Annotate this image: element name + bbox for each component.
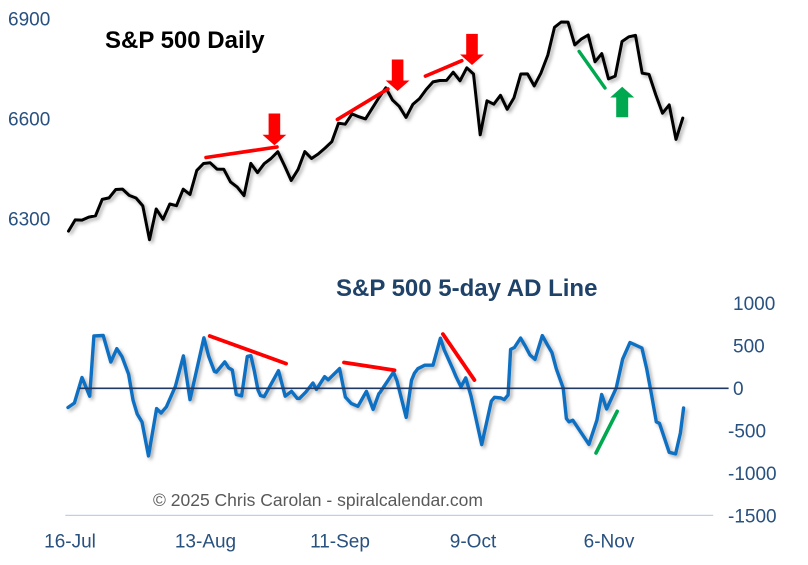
svg-text:500: 500 (733, 337, 765, 358)
svg-text:© 2025 Chris Carolan - spiralc: © 2025 Chris Carolan - spiralcalendar.co… (153, 490, 483, 510)
svg-text:13-Aug: 13-Aug (175, 532, 236, 553)
svg-text:S&P 500 5-day AD Line: S&P 500 5-day AD Line (336, 275, 597, 302)
svg-text:-1000: -1000 (728, 464, 777, 485)
svg-text:9-Oct: 9-Oct (450, 532, 497, 553)
svg-text:-500: -500 (728, 422, 766, 443)
svg-text:S&P 500 Daily: S&P 500 Daily (105, 27, 265, 54)
svg-text:11-Sep: 11-Sep (310, 532, 370, 553)
svg-text:16-Jul: 16-Jul (44, 532, 96, 553)
svg-text:0: 0 (733, 379, 744, 400)
svg-text:1000: 1000 (733, 294, 775, 315)
svg-text:6600: 6600 (8, 110, 50, 131)
svg-text:-1500: -1500 (728, 507, 777, 528)
svg-text:6-Nov: 6-Nov (584, 532, 635, 553)
svg-text:6900: 6900 (8, 10, 50, 31)
svg-text:6300: 6300 (8, 210, 50, 231)
